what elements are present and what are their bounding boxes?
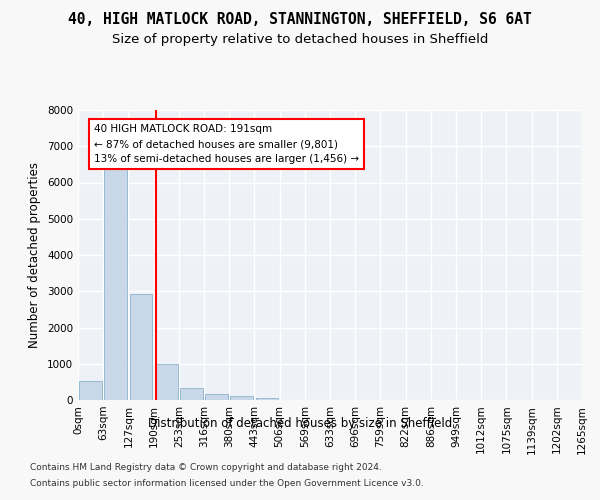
Bar [130, 294, 152, 400]
Text: 40 HIGH MATLOCK ROAD: 191sqm
← 87% of detached houses are smaller (9,801)
13% of: 40 HIGH MATLOCK ROAD: 191sqm ← 87% of de… [94, 124, 359, 164]
Text: Size of property relative to detached houses in Sheffield: Size of property relative to detached ho… [112, 32, 488, 46]
Bar [256, 398, 278, 400]
Text: Contains HM Land Registry data © Crown copyright and database right 2024.: Contains HM Land Registry data © Crown c… [30, 462, 382, 471]
Bar [205, 394, 228, 400]
Bar [230, 396, 253, 400]
Bar [180, 388, 203, 400]
Y-axis label: Number of detached properties: Number of detached properties [28, 162, 41, 348]
Text: Contains public sector information licensed under the Open Government Licence v3: Contains public sector information licen… [30, 479, 424, 488]
Text: 40, HIGH MATLOCK ROAD, STANNINGTON, SHEFFIELD, S6 6AT: 40, HIGH MATLOCK ROAD, STANNINGTON, SHEF… [68, 12, 532, 28]
Bar [155, 364, 178, 400]
Text: Distribution of detached houses by size in Sheffield: Distribution of detached houses by size … [148, 418, 452, 430]
Bar [104, 168, 127, 400]
Bar [79, 381, 102, 400]
